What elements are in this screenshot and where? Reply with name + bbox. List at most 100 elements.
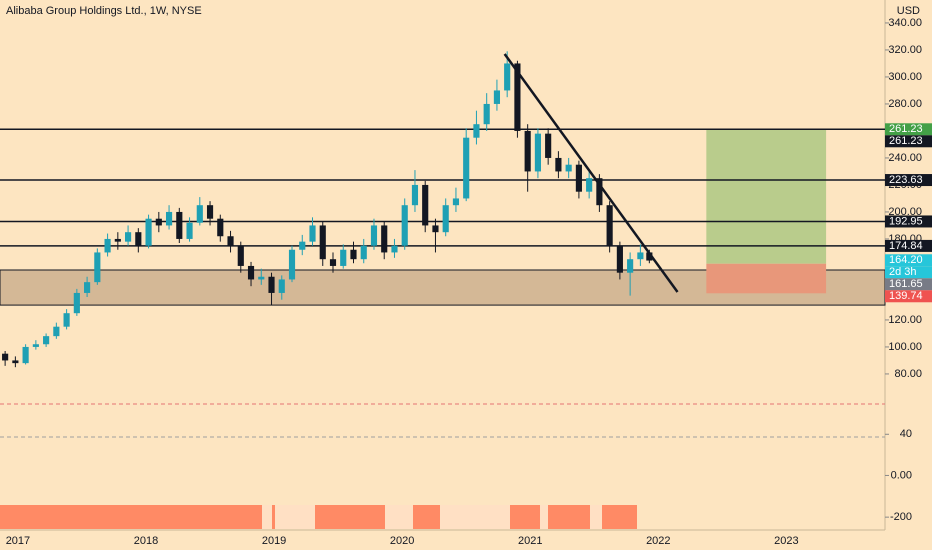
candle-body (391, 245, 398, 253)
candle-body (411, 184, 419, 206)
candle-body (463, 137, 470, 199)
candle-body (596, 178, 603, 206)
y-tick-label: 200.00 (888, 206, 922, 218)
candle-body (125, 232, 132, 242)
pane-tick-label: -200 (890, 511, 912, 523)
chart-title: Alibaba Group Holdings Ltd., 1W, NYSE (6, 5, 202, 17)
y-tick-label: 340.00 (888, 17, 922, 29)
candle-body (504, 63, 511, 91)
candle-body (637, 252, 644, 260)
y-tick-label: 320.00 (888, 44, 922, 56)
currency: USD (897, 5, 920, 17)
candle-body (575, 164, 582, 192)
candle-body (278, 279, 285, 293)
candle-body (493, 90, 501, 104)
countdown-tag (885, 266, 932, 279)
price-tag (885, 174, 932, 187)
strip-gap (385, 505, 413, 529)
candle-body (32, 344, 39, 347)
candle-body (381, 225, 388, 253)
candle-body (94, 252, 101, 283)
price-tag-label: 192.95 (889, 215, 923, 227)
candle-body (360, 245, 367, 260)
candle-body (524, 130, 531, 172)
candle-body (606, 205, 613, 246)
price-tag-label: 164.20 (889, 254, 923, 266)
candle-body (114, 238, 121, 242)
candle-body (165, 211, 173, 226)
candle-body (145, 218, 152, 246)
y-tick-label: 300.00 (888, 71, 922, 83)
x-tick-label: 2020 (390, 535, 414, 547)
candle-body (299, 241, 306, 250)
candle-body (63, 313, 70, 327)
candle-body (442, 205, 449, 233)
candle-body (452, 198, 460, 206)
x-tick-label: 2017 (6, 535, 30, 547)
candle-body (186, 222, 193, 239)
strip-gap (440, 505, 510, 529)
x-tick-label: 2023 (774, 535, 798, 547)
strip-gap (262, 505, 272, 529)
price-tag-label: 139.74 (889, 290, 923, 302)
price-tag (885, 254, 932, 267)
candle-body (473, 124, 480, 138)
y-tick-label: 240.00 (888, 152, 922, 164)
candle-body (545, 133, 552, 158)
price-tag (885, 123, 932, 136)
candle-body (53, 326, 60, 337)
y-tick-label: 120.00 (888, 314, 922, 326)
candle-body (483, 103, 490, 125)
price-tag (885, 215, 932, 228)
candle-body (104, 238, 111, 253)
candle-body (43, 336, 50, 345)
pane-tick-label: 0.00 (891, 469, 912, 481)
stop-box (706, 263, 827, 294)
candle-body (534, 133, 541, 172)
candle-body (84, 282, 91, 293)
candle-body (176, 211, 183, 239)
strip-gap (540, 505, 548, 529)
price-tag (885, 239, 932, 252)
candle-body (350, 249, 357, 260)
candle-body (196, 205, 203, 223)
candle-body (646, 252, 653, 261)
candle-body (22, 346, 29, 364)
candle-body (288, 249, 296, 280)
candle-body (370, 225, 378, 246)
candle-body (227, 236, 234, 246)
candle-body (514, 63, 521, 131)
candle-body (206, 205, 214, 219)
candle-body (217, 218, 224, 237)
candle-body (73, 292, 80, 314)
x-tick-label: 2022 (646, 535, 670, 547)
candle-body (247, 265, 255, 280)
trendline (503, 53, 679, 293)
candle-body (12, 360, 19, 364)
candle-body (2, 353, 9, 361)
signal-strip (0, 505, 637, 529)
x-tick-label: 2018 (134, 535, 158, 547)
price-tag-label: 161.65 (889, 278, 923, 290)
candle-body (401, 205, 408, 246)
y-tick-label: 100.00 (888, 341, 922, 353)
candle-body (422, 184, 429, 226)
candle-body (586, 178, 593, 192)
candle-body (309, 225, 316, 242)
price-tag (885, 135, 932, 148)
candle-body (627, 259, 634, 273)
countdown-label: 2d 3h (889, 266, 917, 278)
candle-body (258, 276, 265, 280)
price-tag (885, 278, 932, 291)
pane-tick-label: 40 (900, 428, 912, 440)
candle-body (155, 218, 162, 226)
candle-body (565, 164, 572, 172)
strip-gap (275, 505, 315, 529)
strip-gap (590, 505, 602, 529)
price-tag-label: 261.23 (889, 123, 923, 135)
target-box (706, 129, 827, 264)
candle-body (432, 225, 439, 233)
price-tag (885, 290, 932, 303)
price-tag-label: 174.84 (889, 240, 923, 252)
